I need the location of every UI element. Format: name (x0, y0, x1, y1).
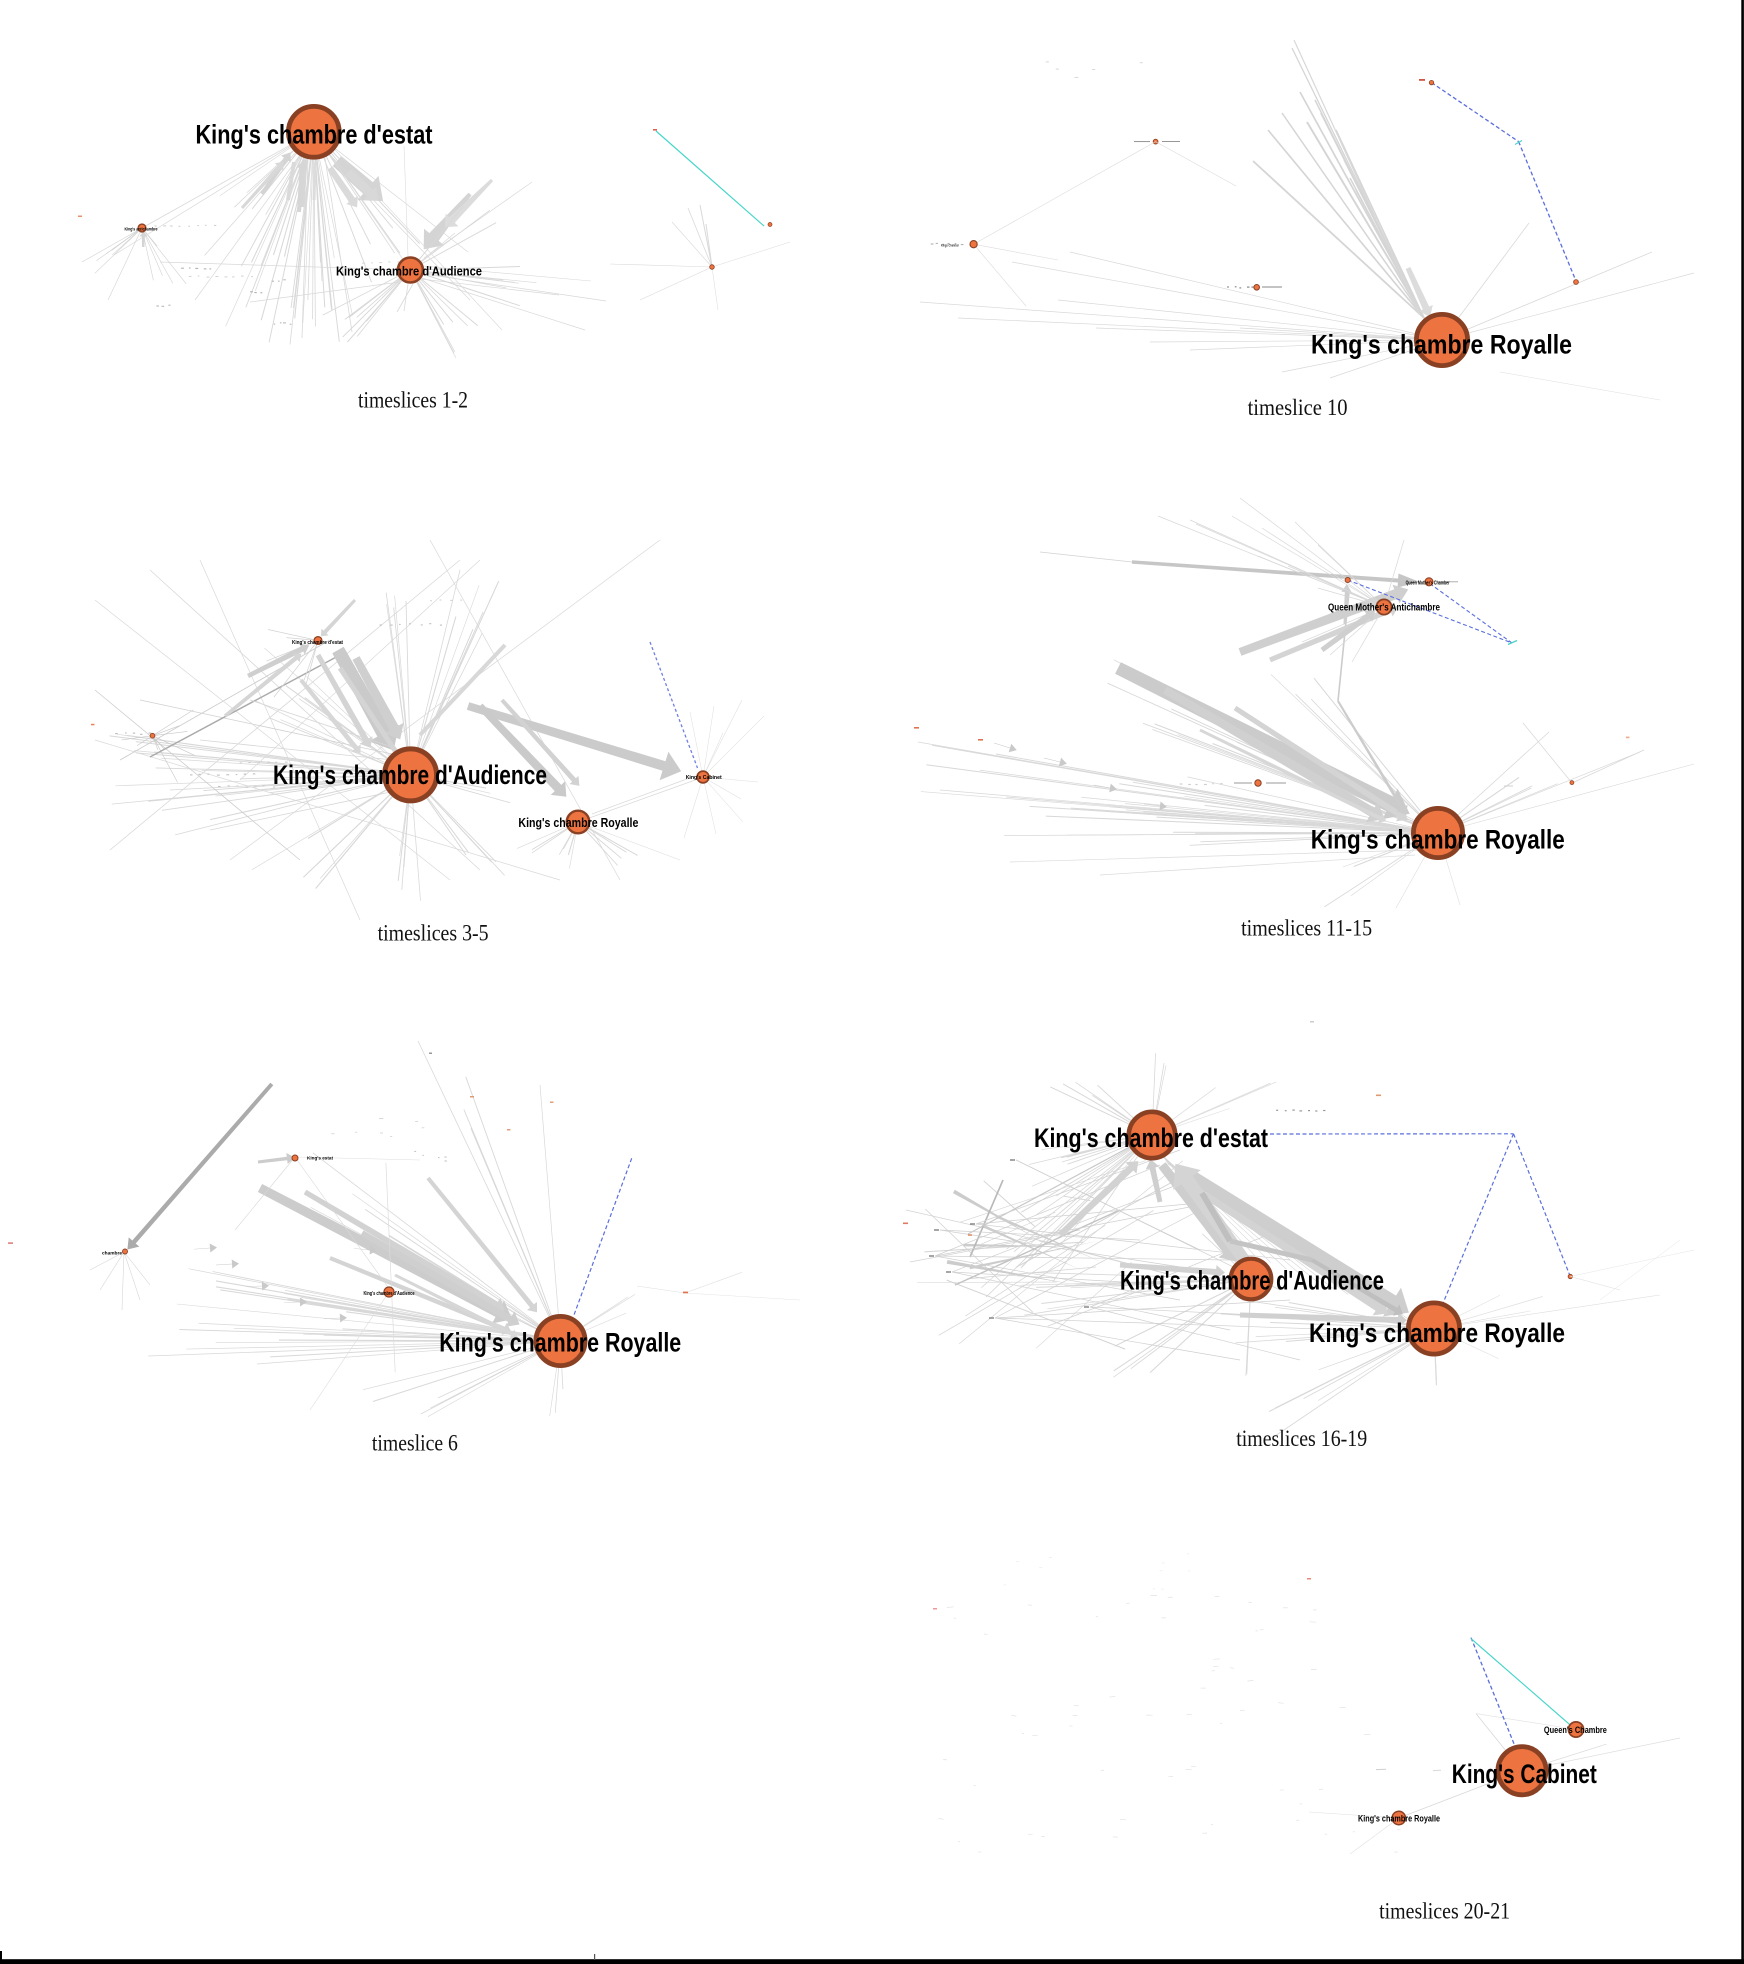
svg-text:timeslice 10: timeslice 10 (1248, 395, 1348, 420)
svg-text:timeslice 6: timeslice 6 (372, 1431, 458, 1456)
svg-text:King's chambre d'Audience: King's chambre d'Audience (1120, 1266, 1384, 1296)
svg-text:King's chambre Royalle: King's chambre Royalle (1309, 1318, 1565, 1348)
svg-text:King's chambre Royalle: King's chambre Royalle (1358, 1814, 1440, 1824)
svg-text:King's chambre d'estat: King's chambre d'estat (1034, 1123, 1268, 1153)
svg-text:King's antichambre: King's antichambre (125, 227, 158, 232)
svg-text:King's chambre Royalle: King's chambre Royalle (439, 1328, 681, 1358)
svg-text:King's chambre d'estat: King's chambre d'estat (196, 120, 433, 150)
svg-text:King's estat: King's estat (307, 1156, 334, 1161)
svg-text:Queen Mother's Antichambre: Queen Mother's Antichambre (1328, 603, 1440, 614)
svg-text:timeslices 16-19: timeslices 16-19 (1236, 1426, 1367, 1451)
svg-text:King's chambre Royalle: King's chambre Royalle (1311, 330, 1572, 360)
svg-text:King's Cabinet: King's Cabinet (1452, 1759, 1597, 1789)
svg-text:King's chambre d'Audience: King's chambre d'Audience (336, 264, 482, 279)
svg-text:timeslices 1-2: timeslices 1-2 (358, 388, 468, 413)
svg-text:Queen's Chambre: Queen's Chambre (1544, 1725, 1607, 1736)
svg-text:King's chambre d'Audience: King's chambre d'Audience (364, 1291, 415, 1297)
svg-text:King's chambre Royalle: King's chambre Royalle (1311, 825, 1565, 855)
svg-text:King's chambre d'estat: King's chambre d'estat (292, 640, 343, 646)
svg-text:chambre: chambre (102, 1251, 123, 1256)
svg-text:timeslices 20-21: timeslices 20-21 (1379, 1898, 1510, 1923)
svg-text:timeslices 3-5: timeslices 3-5 (378, 921, 489, 946)
svg-text:Queen Mother's Chamber: Queen Mother's Chamber (1406, 581, 1450, 587)
svg-text:timeslices 11-15: timeslices 11-15 (1241, 916, 1372, 941)
svg-text:Kings Chamber: Kings Chamber (941, 242, 959, 247)
svg-text:King's Cabinet: King's Cabinet (686, 775, 722, 781)
svg-text:King's chambre Royalle: King's chambre Royalle (518, 815, 638, 830)
svg-text:King's chambre d'Audience: King's chambre d'Audience (273, 760, 547, 790)
